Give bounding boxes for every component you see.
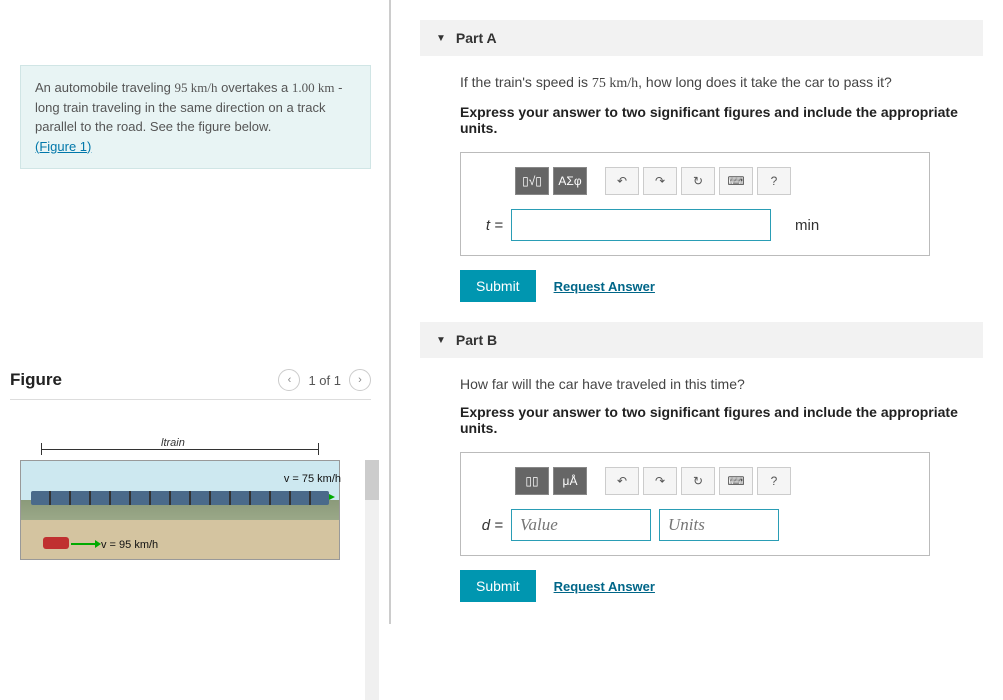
part-b-instruction: Express your answer to two significant f… xyxy=(460,404,983,436)
part-a-answer-box: ▯√▯ ΑΣφ ↶ ↷ ↻ ⌨ ? t = min xyxy=(460,152,930,256)
reset-button[interactable]: ↻ xyxy=(681,167,715,195)
car-speed-label: v = 95 km/h xyxy=(101,539,158,551)
train-length: 1.00 km xyxy=(292,80,335,95)
undo-button[interactable]: ↶ xyxy=(605,167,639,195)
keyboard-button[interactable]: ⌨ xyxy=(719,167,753,195)
collapse-icon: ▼ xyxy=(436,33,446,44)
panel-divider xyxy=(389,0,391,624)
figure-nav: ‹ 1 of 1 › xyxy=(278,369,371,391)
part-b-question: How far will the car have traveled in th… xyxy=(460,376,983,392)
problem-text: An automobile traveling xyxy=(35,80,174,95)
car-graphic xyxy=(43,537,69,549)
help-button[interactable]: ? xyxy=(757,167,791,195)
figure-diagram: ltrain v = 75 km/h v = 95 km/h xyxy=(20,460,340,560)
part-a-header[interactable]: ▼ Part A xyxy=(420,20,983,56)
submit-button[interactable]: Submit xyxy=(460,270,536,302)
car-arrow-icon xyxy=(71,543,95,545)
train-length-label: ltrain xyxy=(161,437,185,449)
answer-input-d-units[interactable] xyxy=(659,509,779,541)
part-a-body: If the train's speed is 75 km/h, how lon… xyxy=(420,74,983,302)
length-indicator xyxy=(41,449,319,450)
train-speed-label: v = 75 km/h xyxy=(284,473,341,485)
request-answer-link[interactable]: Request Answer xyxy=(554,279,655,294)
greek-button[interactable]: ΑΣφ xyxy=(553,167,587,195)
car-speed: 95 km/h xyxy=(174,80,217,95)
submit-button[interactable]: Submit xyxy=(460,570,536,602)
variable-d: d = xyxy=(475,517,503,534)
part-b-title: Part B xyxy=(456,332,497,348)
keyboard-button[interactable]: ⌨ xyxy=(719,467,753,495)
undo-button[interactable]: ↶ xyxy=(605,467,639,495)
part-b-body: How far will the car have traveled in th… xyxy=(420,376,983,602)
part-a-question: If the train's speed is 75 km/h, how lon… xyxy=(460,74,983,92)
problem-text-mid: overtakes a xyxy=(217,80,291,95)
scrollbar-thumb[interactable] xyxy=(365,460,379,500)
part-b-actions: Submit Request Answer xyxy=(460,570,983,602)
figure-counter: 1 of 1 xyxy=(308,373,341,388)
part-a-title: Part A xyxy=(456,30,497,46)
unit-min: min xyxy=(795,217,819,234)
answer-input-t[interactable] xyxy=(511,209,771,241)
part-a-instruction: Express your answer to two significant f… xyxy=(460,104,983,136)
left-panel: An automobile traveling 95 km/h overtake… xyxy=(0,0,392,624)
part-b-answer-row: d = xyxy=(475,509,915,541)
figure-next-button[interactable]: › xyxy=(349,369,371,391)
part-b-header[interactable]: ▼ Part B xyxy=(420,322,983,358)
figure-link[interactable]: (Figure 1) xyxy=(35,139,91,154)
templates-button[interactable]: ▯√▯ xyxy=(515,167,549,195)
figure-scrollbar[interactable] xyxy=(365,460,379,700)
right-panel: ▼ Part A If the train's speed is 75 km/h… xyxy=(392,0,1003,624)
help-button[interactable]: ? xyxy=(757,467,791,495)
variable-t: t = xyxy=(475,217,503,234)
reset-button[interactable]: ↻ xyxy=(681,467,715,495)
part-a-toolbar: ▯√▯ ΑΣφ ↶ ↷ ↻ ⌨ ? xyxy=(515,167,915,195)
part-b-answer-box: ▯▯ μÅ ↶ ↷ ↻ ⌨ ? d = xyxy=(460,452,930,556)
figure-content: ltrain v = 75 km/h v = 95 km/h xyxy=(20,460,371,560)
collapse-icon: ▼ xyxy=(436,335,446,346)
figure-prev-button[interactable]: ‹ xyxy=(278,369,300,391)
units-button[interactable]: μÅ xyxy=(553,467,587,495)
request-answer-link[interactable]: Request Answer xyxy=(554,579,655,594)
redo-button[interactable]: ↷ xyxy=(643,167,677,195)
answer-input-d-value[interactable] xyxy=(511,509,651,541)
figure-header: Figure ‹ 1 of 1 › xyxy=(10,369,371,400)
figure-heading: Figure xyxy=(10,370,62,390)
templates-button[interactable]: ▯▯ xyxy=(515,467,549,495)
train-graphic xyxy=(31,491,329,505)
part-a-actions: Submit Request Answer xyxy=(460,270,983,302)
redo-button[interactable]: ↷ xyxy=(643,467,677,495)
part-b-toolbar: ▯▯ μÅ ↶ ↷ ↻ ⌨ ? xyxy=(515,467,915,495)
part-a-answer-row: t = min xyxy=(475,209,915,241)
problem-statement: An automobile traveling 95 km/h overtake… xyxy=(20,65,371,169)
